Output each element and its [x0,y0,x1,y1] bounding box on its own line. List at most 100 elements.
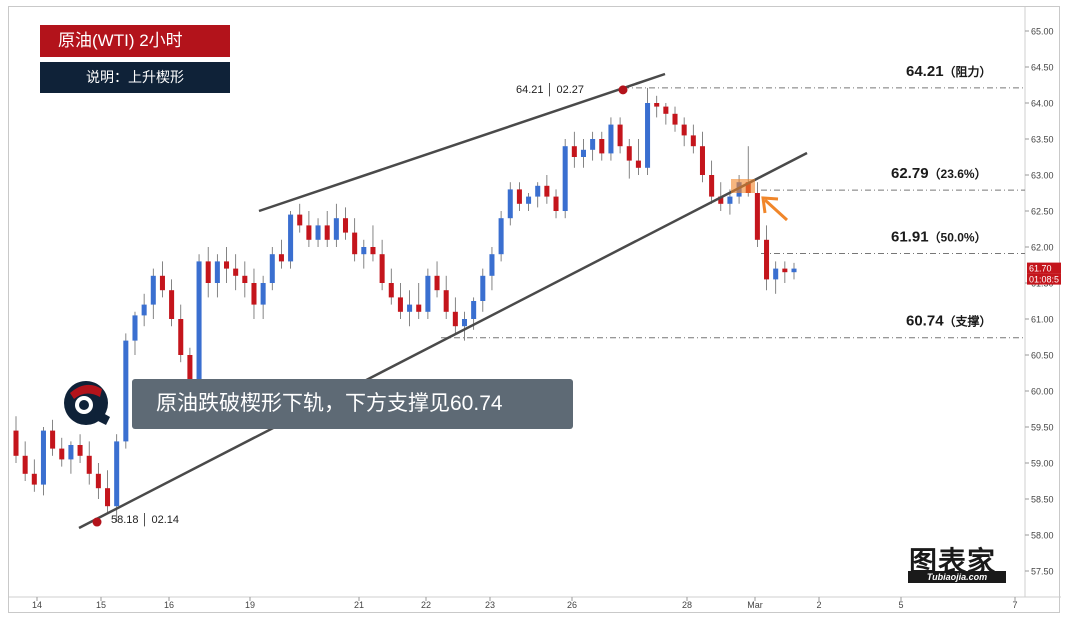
chart-subtitle: 说明：上升楔形 [40,62,230,93]
candle-body [516,189,522,204]
candle-body [324,225,330,240]
candle-body [571,146,577,157]
orange-arrow-shaft [763,198,789,222]
level-label: 61.91（50.0%） [891,228,987,245]
candle-body [370,247,376,255]
candle-body [608,124,614,154]
candle-body [764,239,770,280]
candle-body [13,430,19,456]
candle-body [251,283,257,305]
chart-caption: 原油跌破楔形下轨，下方支撑见60.74 [132,379,573,429]
candle-body [489,254,495,276]
low-marker-label: 58.18 │ 02.14 [111,512,179,527]
candle-body [709,175,715,197]
candle-body [617,124,623,147]
level-label: 62.79（23.6%） [891,165,987,182]
candle-body [416,304,422,312]
level-note: （50.0%） [929,229,987,244]
high-marker [618,85,628,95]
y-tick-label: 63.00 [1031,171,1054,181]
candle-body [132,315,138,341]
candle-body [306,225,312,240]
candle-body [342,218,349,233]
candle-body [105,488,111,507]
x-tick-label: Mar [747,600,763,610]
candle-body [471,301,477,319]
candle-body [562,146,568,211]
y-tick-label: 57.50 [1031,567,1054,577]
candle-body [178,319,184,355]
x-tick-label: 16 [164,600,174,610]
candle-body [526,196,532,204]
candle-body [22,455,28,474]
candle-body [123,340,129,442]
candle-body [269,254,275,283]
candle-body [352,232,358,255]
candle-body [68,445,74,460]
candle-body [461,319,468,327]
chart-title: 原油(WTI) 2小时 [40,25,230,57]
y-tick-label: 58.00 [1031,531,1054,541]
candle-body [507,189,513,219]
candle-body [699,146,705,175]
candle-body [288,214,294,262]
candle-body [196,261,202,391]
wedge-lower-line [78,151,808,530]
candle-body [233,268,239,276]
candle-body [590,139,596,150]
candle-body [361,247,367,255]
candle-body [379,254,385,283]
breakout-highlight [731,179,755,193]
y-tick-label: 60.00 [1031,387,1054,397]
price-tag-bg [1027,262,1061,274]
x-tick-label: 7 [1012,600,1017,610]
level-label: 64.21（阻力） [906,63,992,80]
candle-body [59,448,65,460]
candle-body [535,185,541,197]
candle-body [86,455,92,474]
y-tick-label: 61.00 [1031,315,1054,325]
level-note: （阻力） [944,64,992,79]
wedge-upper-line [258,72,666,213]
candle-body [31,473,37,485]
candle-body [397,297,403,312]
candle-body [580,149,586,157]
candle-body [452,311,458,327]
x-tick-label: 15 [96,600,106,610]
candle-body [205,261,211,283]
level-label: 60.74（支撑） [906,313,992,330]
candle-body [224,261,230,269]
logo-url: Tubiaojia.com [908,571,1006,583]
candle-body [681,124,687,136]
candle-body [434,275,440,291]
candle-body [498,218,504,255]
candle-body [77,445,83,456]
x-tick-label: 2 [816,600,821,610]
candle-body [782,268,788,273]
candle-body [407,304,413,312]
candle-body [626,146,632,161]
candle-body [260,283,266,305]
candle-body [40,430,46,485]
y-tick-label: 62.00 [1031,243,1054,253]
candle-body [150,275,156,305]
x-tick-label: 5 [898,600,903,610]
y-tick-label: 60.50 [1031,351,1054,361]
orange-arrow-head [761,196,779,214]
x-tick-label: 26 [567,600,577,610]
y-tick-label: 64.00 [1031,99,1054,109]
level-note: （23.6%） [929,166,987,181]
candle-body [242,275,248,283]
x-tick-label: 28 [682,600,692,610]
candle-body [754,193,760,240]
level-note: （支撑） [944,314,992,329]
candle-body [773,268,779,280]
candle-body [114,441,120,507]
candle-body [645,103,651,168]
x-tick-label: 14 [32,600,42,610]
candle-body [791,268,797,273]
candle-body [654,103,660,107]
chart-frame: 65.0064.5064.0063.5063.0062.5062.0061.50… [8,6,1061,613]
candle-body [425,275,431,312]
candle-body [214,261,220,283]
